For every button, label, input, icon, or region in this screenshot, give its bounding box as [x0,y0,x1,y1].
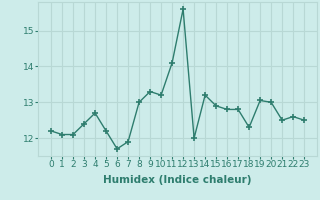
X-axis label: Humidex (Indice chaleur): Humidex (Indice chaleur) [103,175,252,185]
